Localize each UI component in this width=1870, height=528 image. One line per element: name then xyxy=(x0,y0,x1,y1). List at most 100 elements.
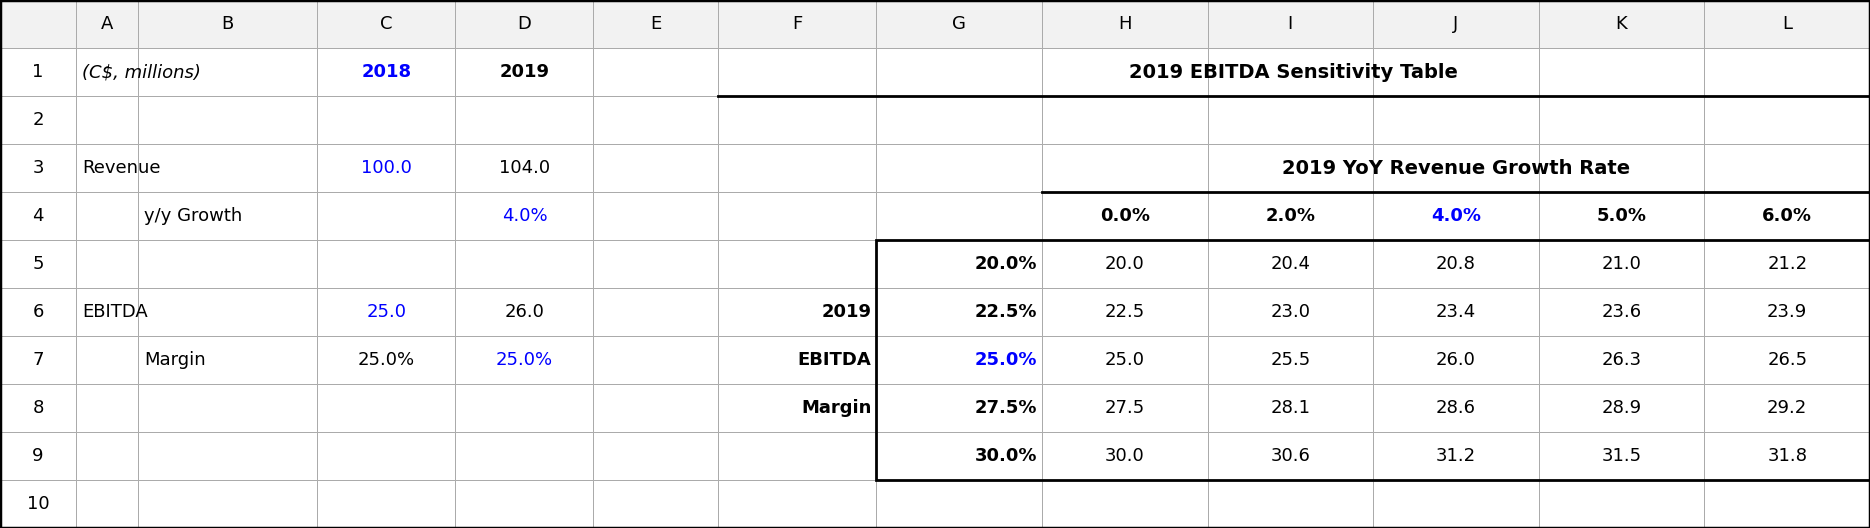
Bar xyxy=(1208,432,1373,480)
Bar xyxy=(1539,96,1704,144)
Bar xyxy=(1373,192,1539,240)
Text: H: H xyxy=(1118,15,1131,33)
Text: 0.0%: 0.0% xyxy=(1100,207,1150,225)
Bar xyxy=(77,96,138,144)
Bar xyxy=(0,144,77,192)
Bar xyxy=(877,480,1042,528)
Bar xyxy=(1539,144,1704,192)
Bar xyxy=(456,192,593,240)
Bar xyxy=(877,336,1042,384)
Text: 25.0: 25.0 xyxy=(1105,351,1144,369)
Text: Revenue: Revenue xyxy=(82,159,161,177)
Text: 6.0%: 6.0% xyxy=(1762,207,1812,225)
Bar xyxy=(77,0,138,48)
Text: 31.2: 31.2 xyxy=(1436,447,1475,465)
Text: 22.5%: 22.5% xyxy=(974,303,1038,321)
Text: 30.6: 30.6 xyxy=(1270,447,1311,465)
Bar xyxy=(77,336,138,384)
Text: 20.0%: 20.0% xyxy=(974,255,1038,273)
Bar xyxy=(1373,432,1539,480)
Bar xyxy=(1704,288,1870,336)
Bar xyxy=(456,288,593,336)
Bar xyxy=(718,384,877,432)
Bar xyxy=(1539,432,1704,480)
Bar xyxy=(0,240,77,288)
Text: 21.0: 21.0 xyxy=(1601,255,1642,273)
Bar xyxy=(77,288,138,336)
Text: 23.6: 23.6 xyxy=(1601,303,1642,321)
Text: 6: 6 xyxy=(32,303,43,321)
Bar xyxy=(1042,48,1208,96)
Bar xyxy=(1042,432,1208,480)
Text: 22.5: 22.5 xyxy=(1105,303,1144,321)
Bar xyxy=(318,336,456,384)
Text: 25.0%: 25.0% xyxy=(974,351,1038,369)
Text: L: L xyxy=(1782,15,1791,33)
Text: D: D xyxy=(518,15,531,33)
Bar xyxy=(456,0,593,48)
Text: Margin: Margin xyxy=(144,351,206,369)
Bar xyxy=(1042,240,1208,288)
Text: 25.0%: 25.0% xyxy=(357,351,415,369)
Text: C: C xyxy=(380,15,393,33)
Text: 7: 7 xyxy=(32,351,43,369)
Bar xyxy=(877,288,1042,336)
Bar xyxy=(1704,432,1870,480)
Bar xyxy=(718,240,877,288)
Bar xyxy=(1042,96,1208,144)
Bar xyxy=(0,192,77,240)
Text: 5: 5 xyxy=(32,255,43,273)
Bar xyxy=(318,0,456,48)
Text: 21.2: 21.2 xyxy=(1767,255,1806,273)
Bar xyxy=(1042,192,1208,240)
Bar xyxy=(318,48,456,96)
Bar xyxy=(318,192,456,240)
Text: 25.5: 25.5 xyxy=(1270,351,1311,369)
Text: 4.0%: 4.0% xyxy=(1431,207,1481,225)
Text: 28.9: 28.9 xyxy=(1601,399,1642,417)
Bar xyxy=(1042,288,1208,336)
Text: 29.2: 29.2 xyxy=(1767,399,1806,417)
Bar xyxy=(593,384,718,432)
Bar xyxy=(718,480,877,528)
Bar xyxy=(1539,480,1704,528)
Bar xyxy=(77,48,138,96)
Bar xyxy=(1208,144,1373,192)
Bar xyxy=(1704,240,1870,288)
Bar xyxy=(456,48,593,96)
Bar xyxy=(718,288,877,336)
Text: 2.0%: 2.0% xyxy=(1266,207,1315,225)
Text: 104.0: 104.0 xyxy=(499,159,550,177)
Bar xyxy=(1042,0,1208,48)
Bar xyxy=(456,144,593,192)
Bar xyxy=(593,96,718,144)
Bar xyxy=(77,480,138,528)
Text: 8: 8 xyxy=(32,399,43,417)
Bar xyxy=(138,384,318,432)
Bar xyxy=(593,192,718,240)
Text: 28.6: 28.6 xyxy=(1436,399,1475,417)
Bar xyxy=(1208,384,1373,432)
Text: 25.0: 25.0 xyxy=(367,303,406,321)
Text: 31.8: 31.8 xyxy=(1767,447,1806,465)
Text: 23.0: 23.0 xyxy=(1270,303,1311,321)
Bar xyxy=(718,144,877,192)
Bar xyxy=(1208,0,1373,48)
Bar xyxy=(877,192,1042,240)
Bar xyxy=(77,384,138,432)
Text: 100.0: 100.0 xyxy=(361,159,411,177)
Bar xyxy=(877,240,1870,480)
Bar xyxy=(1704,48,1870,96)
Text: 2019: 2019 xyxy=(499,63,550,81)
Bar xyxy=(456,432,593,480)
Bar xyxy=(0,336,77,384)
Bar xyxy=(0,48,77,96)
Bar xyxy=(1539,192,1704,240)
Bar xyxy=(1042,336,1208,384)
Bar xyxy=(1373,480,1539,528)
Text: 26.0: 26.0 xyxy=(1436,351,1475,369)
Bar xyxy=(877,96,1042,144)
Bar xyxy=(1208,336,1373,384)
Bar xyxy=(593,240,718,288)
Bar xyxy=(1208,48,1373,96)
